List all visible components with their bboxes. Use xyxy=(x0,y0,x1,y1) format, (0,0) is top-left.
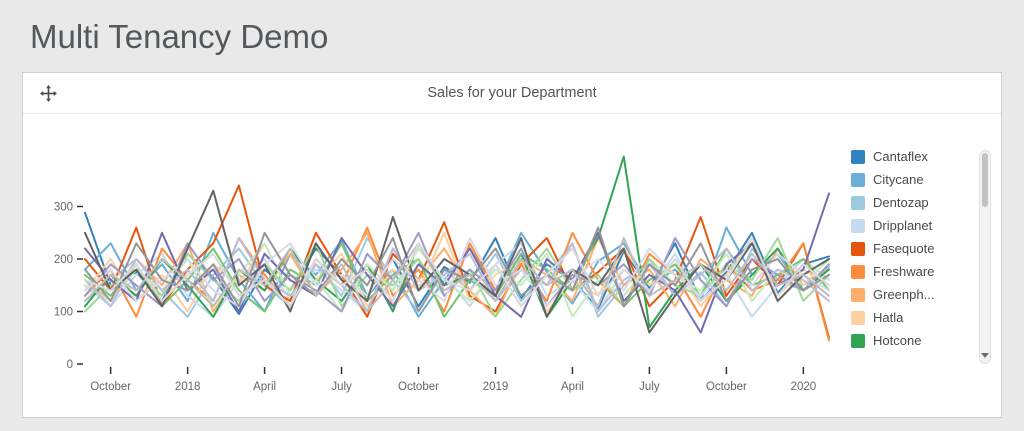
legend-item-hatla[interactable]: Hatla xyxy=(851,311,973,325)
chart-area: 0 100 200 300 October 2018 April July October 201… xyxy=(23,114,851,417)
legend-swatch xyxy=(851,311,865,325)
y-tick-label: 300 xyxy=(54,202,73,214)
x-tick-label: October xyxy=(90,381,131,393)
y-tick-label: 0 xyxy=(67,359,73,371)
series-line xyxy=(84,226,830,313)
series-line xyxy=(84,237,830,313)
legend-label: Dripplanet xyxy=(873,218,933,233)
move-icon-svg xyxy=(39,84,57,102)
page-title: Multi Tenancy Demo xyxy=(30,18,329,55)
chart-legend: Cantaflex Citycane Dentozap Dripplanet Faseq… xyxy=(851,114,1001,417)
legend-label: Hotcone xyxy=(873,333,922,348)
panel-body: 0 100 200 300 October 2018 April July October 201… xyxy=(23,114,1001,417)
legend-label: Citycane xyxy=(873,172,924,187)
legend-item-fasequote[interactable]: Fasequote xyxy=(851,242,973,256)
legend-swatch xyxy=(851,265,865,279)
legend-scrollbar[interactable] xyxy=(979,150,991,364)
legend-swatch xyxy=(851,219,865,233)
x-tick-label: October xyxy=(706,381,747,393)
series-line xyxy=(84,189,830,334)
series-line-fasequote xyxy=(84,184,830,339)
panel-header: Sales for your Department xyxy=(23,73,1001,114)
series-line xyxy=(84,231,830,318)
x-tick-label: 2018 xyxy=(175,381,201,393)
legend-swatch xyxy=(851,242,865,256)
legend-label: Fasequote xyxy=(873,241,935,256)
x-tick-label: 2019 xyxy=(483,381,509,393)
chevron-down-icon xyxy=(981,352,989,358)
sales-panel: Sales for your Department 0 100 200 300 Octo… xyxy=(22,72,1002,418)
legend-item-greenph[interactable]: Greenph... xyxy=(851,288,973,302)
legend-label: Hatla xyxy=(873,310,904,325)
sales-chart-svg[interactable]: 0 100 200 300 October 2018 April July October 201… xyxy=(33,138,843,406)
x-tick-label: October xyxy=(398,381,439,393)
legend-label: Dentozap xyxy=(873,195,929,210)
legend-item-cantaflex[interactable]: Cantaflex xyxy=(851,150,973,164)
legend-item-citycane[interactable]: Citycane xyxy=(851,173,973,187)
series-line xyxy=(84,237,830,308)
y-tick-label: 100 xyxy=(54,307,73,319)
legend-scrollbar-thumb[interactable] xyxy=(982,153,988,207)
y-tick-label: 200 xyxy=(54,254,73,266)
move-icon[interactable] xyxy=(39,84,57,102)
legend-items: Cantaflex Citycane Dentozap Dripplanet Faseq… xyxy=(851,150,973,417)
legend-label: Greenph... xyxy=(873,287,935,302)
legend-swatch xyxy=(851,334,865,348)
legend-swatch xyxy=(851,196,865,210)
legend-label: Cantaflex xyxy=(873,149,928,164)
legend-item-freshware[interactable]: Freshware xyxy=(851,265,973,279)
legend-item-dripplanet[interactable]: Dripplanet xyxy=(851,219,973,233)
x-tick-label: 2020 xyxy=(791,381,817,393)
legend-swatch xyxy=(851,150,865,164)
legend-label: Freshware xyxy=(873,264,935,279)
x-tick-label: July xyxy=(331,381,352,393)
page-container: Multi Tenancy Demo Sales for your Depart… xyxy=(22,18,1002,418)
panel-title: Sales for your Department xyxy=(427,85,597,101)
series-line xyxy=(84,237,830,313)
x-tick-label: July xyxy=(639,381,660,393)
legend-item-dentozap[interactable]: Dentozap xyxy=(851,196,973,210)
legend-scroll-down-button[interactable] xyxy=(980,350,990,360)
series-line xyxy=(84,237,830,308)
x-tick-label: April xyxy=(253,381,276,393)
legend-swatch xyxy=(851,173,865,187)
x-tick-label: April xyxy=(561,381,584,393)
legend-item-hotcone[interactable]: Hotcone xyxy=(851,334,973,348)
legend-swatch xyxy=(851,288,865,302)
